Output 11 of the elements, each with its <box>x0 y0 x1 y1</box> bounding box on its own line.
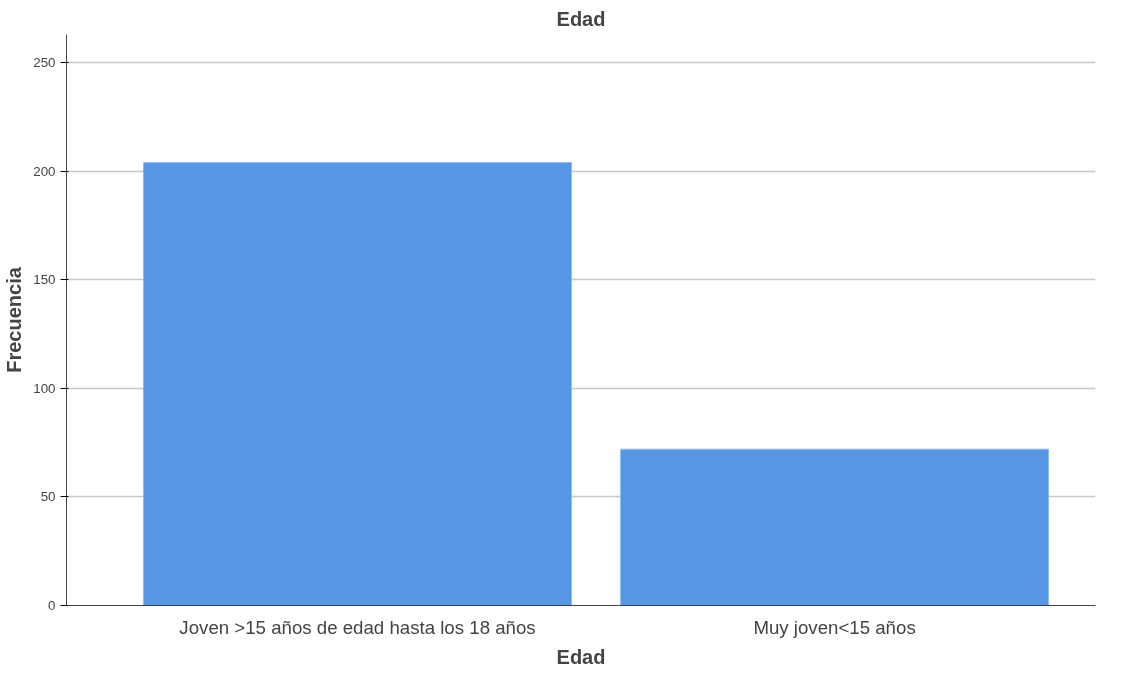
y-tick-label: 50 <box>40 489 56 505</box>
y-axis-title: Frecuencia <box>3 266 26 373</box>
x-tick-label: Joven >15 años de edad hasta los 18 años <box>179 616 536 638</box>
y-tick-label: 250 <box>33 55 56 71</box>
y-tick-label: 100 <box>33 380 56 396</box>
y-tick-label: 0 <box>48 598 56 613</box>
chart-title: Edad <box>556 7 606 30</box>
x-axis-title: Edad <box>556 645 606 668</box>
y-tick-label: 200 <box>33 163 56 179</box>
y-tick-label: 150 <box>33 272 56 288</box>
x-tick-label: Muy joven<15 años <box>753 616 916 638</box>
